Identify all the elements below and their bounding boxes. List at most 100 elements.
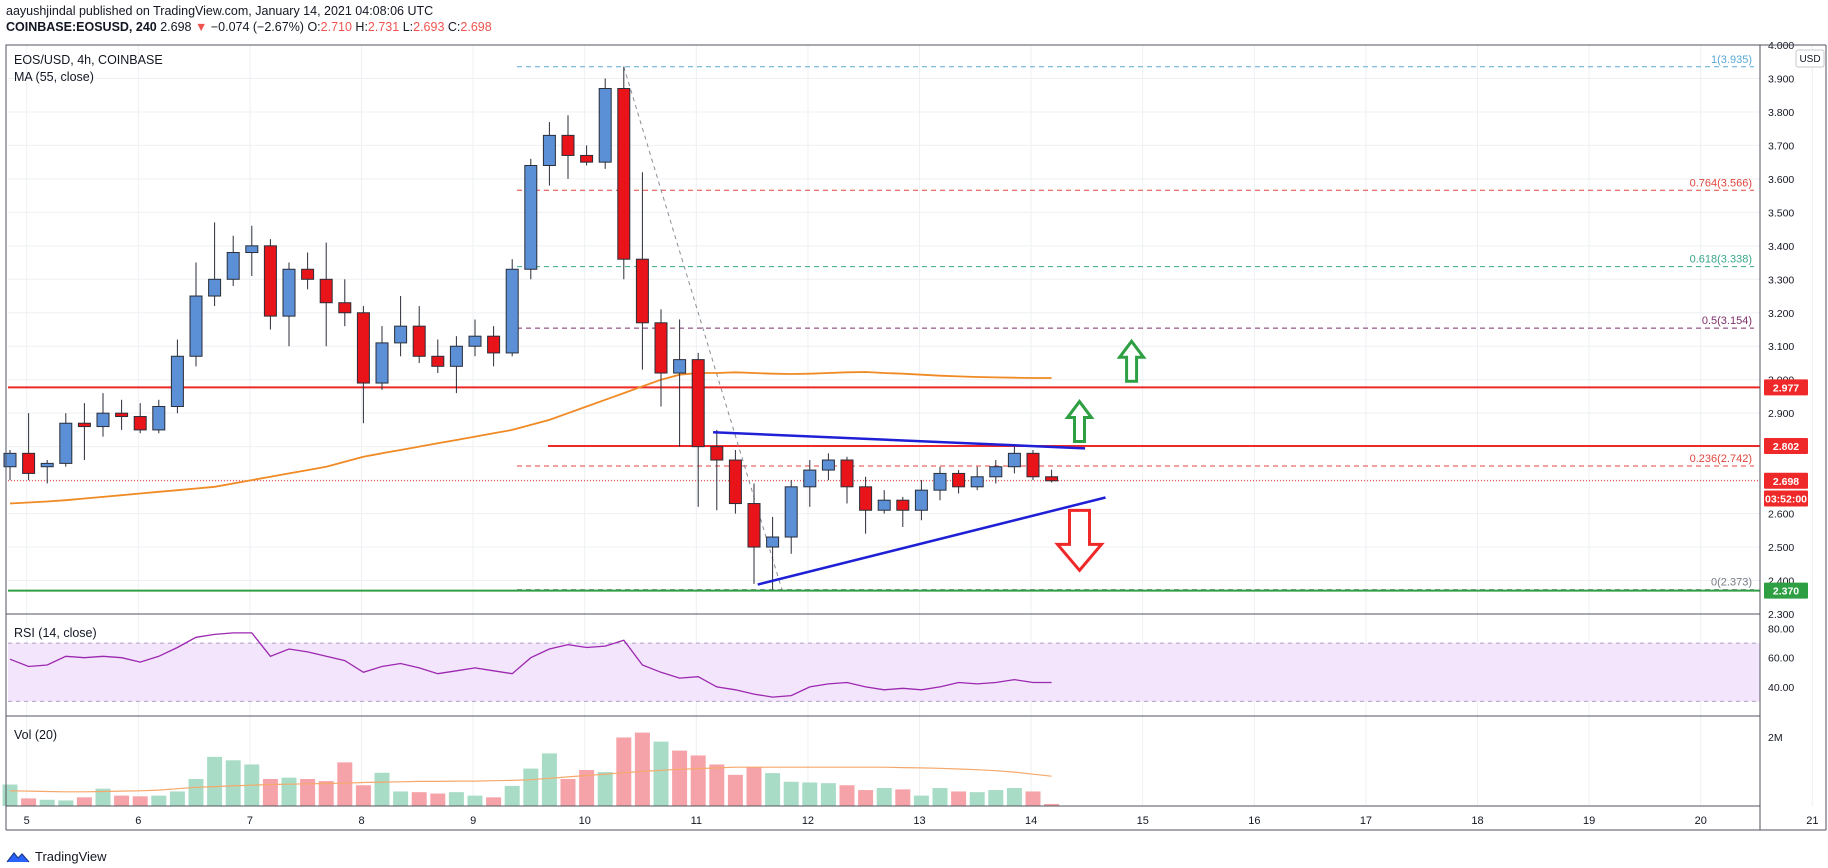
candle [635, 172, 649, 370]
volume-bar [169, 791, 185, 806]
fib-trend-line [623, 66, 783, 590]
time-tick-label: 16 [1248, 815, 1260, 827]
up-arrow-icon [1116, 338, 1147, 383]
candle-body [580, 154, 594, 163]
candle [208, 222, 222, 307]
fib-level-label: 0.5(3.154) [1702, 315, 1752, 327]
candle-body [840, 459, 854, 488]
volume-bar [411, 792, 427, 806]
candle-body [301, 268, 315, 280]
candle [449, 336, 463, 394]
candle [1007, 446, 1021, 474]
volume-bar [151, 795, 167, 806]
low-label: L: [402, 20, 414, 34]
candle-body [40, 462, 54, 468]
candle [524, 158, 538, 280]
price-badge-box [1764, 582, 1808, 599]
candle-body [505, 268, 519, 354]
price-tick-label: 3.900 [1768, 73, 1794, 85]
candle-body [896, 499, 910, 511]
volume-bar [1006, 788, 1022, 806]
open-value: 2.710 [320, 20, 352, 34]
volume-bar [560, 779, 576, 806]
volume-bar [895, 789, 911, 806]
candle [22, 413, 36, 481]
candle-body [691, 359, 705, 448]
candle-body [22, 452, 36, 474]
candle-body [1045, 476, 1059, 482]
price-tick-label: 3.300 [1768, 274, 1794, 286]
candle-body [487, 335, 501, 354]
price-change: −0.074 (−2.67%) [210, 20, 304, 34]
price-badge: 2.370 [1764, 582, 1808, 599]
price-badge-label: 2.698 [1773, 476, 1799, 488]
candle [933, 466, 947, 501]
volume-bar [1044, 803, 1060, 806]
candle [226, 235, 240, 286]
candle-body [766, 536, 780, 548]
volume-bar [355, 785, 371, 806]
volume-bar [448, 792, 464, 806]
volume-bar [207, 756, 223, 806]
candle-body [877, 499, 891, 511]
candle [394, 296, 408, 357]
triangle-trendline [713, 431, 1086, 450]
candle-body [356, 312, 370, 384]
candle [840, 456, 854, 504]
candle-body [803, 469, 817, 488]
candle-body [338, 302, 352, 314]
candle-body [728, 459, 742, 505]
main-pane-title: EOS/USD, 4h, COINBASE [14, 53, 163, 67]
candle [356, 306, 370, 424]
candle-body [152, 405, 166, 431]
candle-body [598, 88, 612, 163]
volume-bar [951, 791, 967, 806]
footer-brand: TradingView [35, 849, 107, 864]
candle-body [710, 446, 724, 461]
volume-bar [393, 791, 409, 806]
candle [40, 460, 54, 484]
volume-bar [39, 799, 55, 806]
volume-bar [932, 788, 948, 806]
candle [1045, 469, 1059, 483]
volume-bar [634, 732, 650, 806]
rsi-tick-label: 60.00 [1768, 653, 1794, 665]
rsi-band [8, 643, 1760, 702]
rsi-line [9, 632, 1052, 698]
price-tick-label: 2.600 [1768, 509, 1794, 521]
candle-body [3, 452, 17, 468]
volume-bar [913, 795, 929, 806]
volume-bar [672, 750, 688, 806]
price-badge-label: 2.977 [1773, 382, 1799, 394]
currency-badge[interactable]: USD [1799, 54, 1820, 65]
candle-body [245, 245, 259, 254]
close-label: C: [447, 20, 461, 34]
candle [375, 326, 389, 390]
down-triangle-icon: ▼ [194, 20, 208, 34]
price-badge: 2.698 [1764, 472, 1808, 489]
candle [245, 225, 259, 276]
open-label: O: [307, 20, 321, 34]
candle [766, 516, 780, 590]
candle [859, 476, 873, 534]
down-arrow-icon [1054, 508, 1105, 573]
ohlc-line: COINBASE:EOSUSD, 240 2.698 ▼ −0.074 (−2.… [6, 19, 492, 35]
time-tick-label: 21 [1806, 815, 1818, 827]
candle-body [747, 503, 761, 548]
candle-body [59, 422, 73, 464]
time-tick-label: 10 [579, 815, 591, 827]
fib-level-label: 0.764(3.566) [1690, 177, 1752, 189]
candle-body [561, 134, 575, 156]
candle [412, 306, 426, 363]
time-tick-label: 14 [1025, 815, 1037, 827]
time-tick-label: 20 [1695, 815, 1707, 827]
currency-badge-box[interactable] [1795, 49, 1825, 68]
candle [580, 145, 594, 166]
candle-body [115, 412, 129, 418]
volume-bar [839, 785, 855, 806]
price-tick-label: 3.500 [1768, 207, 1794, 219]
volume-bar [76, 797, 92, 806]
volume-bar [876, 788, 892, 806]
price-tick-label: 2.900 [1768, 408, 1794, 420]
